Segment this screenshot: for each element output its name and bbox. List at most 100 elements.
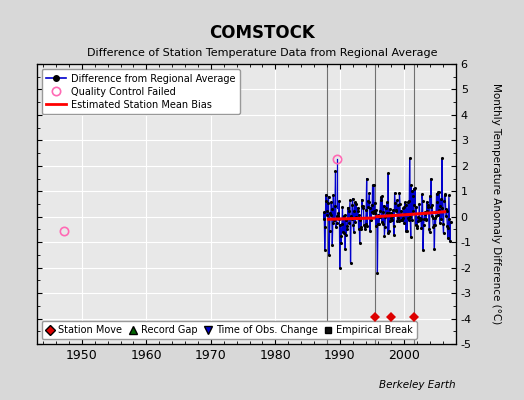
Point <box>341 212 349 218</box>
Point <box>435 220 444 226</box>
Point <box>442 213 451 220</box>
Point <box>361 223 369 230</box>
Point <box>411 185 419 191</box>
Point <box>374 212 383 218</box>
Point <box>443 223 452 230</box>
Point <box>412 204 420 210</box>
Point <box>390 190 399 196</box>
Point <box>411 222 420 229</box>
Point <box>351 219 359 225</box>
Point <box>345 220 353 226</box>
Point <box>438 205 446 211</box>
Point <box>427 204 435 210</box>
Point <box>431 215 439 221</box>
Point <box>329 192 337 198</box>
Point <box>446 219 455 225</box>
Point <box>406 155 414 161</box>
Text: Difference of Station Temperature Data from Regional Average: Difference of Station Temperature Data f… <box>87 48 437 58</box>
Point <box>399 205 407 211</box>
Point <box>406 213 414 220</box>
Point <box>368 182 377 188</box>
Point <box>330 217 338 223</box>
Point <box>408 216 416 223</box>
Point <box>390 232 398 238</box>
Point <box>373 213 381 220</box>
Point <box>325 252 333 258</box>
Point <box>419 222 428 228</box>
Point <box>340 230 348 236</box>
Point <box>446 237 454 244</box>
Point <box>370 199 379 206</box>
Point <box>335 198 343 204</box>
Point <box>380 233 389 239</box>
Point <box>391 208 400 214</box>
Point <box>428 212 436 219</box>
Point <box>326 210 334 216</box>
Point <box>422 216 430 222</box>
Point <box>353 207 362 214</box>
Point <box>378 193 386 199</box>
Point <box>325 228 334 234</box>
Point <box>334 210 342 216</box>
Point <box>364 204 373 211</box>
Point <box>409 208 417 214</box>
Point <box>376 194 385 200</box>
Point <box>323 212 331 218</box>
Point <box>407 234 415 240</box>
Point <box>440 192 449 198</box>
Point <box>362 207 370 213</box>
Point <box>423 199 431 205</box>
Point <box>369 210 377 216</box>
Point <box>343 223 351 229</box>
Point <box>364 198 372 204</box>
Point <box>381 224 389 230</box>
Point <box>433 199 441 206</box>
Point <box>422 217 431 223</box>
Point <box>369 182 378 188</box>
Point <box>337 232 346 239</box>
Point <box>342 232 351 238</box>
Point <box>437 216 445 222</box>
Point <box>320 216 328 222</box>
Point <box>327 199 335 206</box>
Point <box>326 212 335 218</box>
Point <box>375 221 383 228</box>
Point <box>359 202 368 209</box>
Point <box>333 212 342 219</box>
Point <box>386 206 394 212</box>
Point <box>412 223 421 229</box>
Point <box>371 210 379 216</box>
Point <box>391 200 399 206</box>
Point <box>403 215 412 221</box>
Point <box>410 185 418 192</box>
Point <box>383 210 391 216</box>
Point <box>443 208 451 214</box>
Point <box>395 218 403 224</box>
Point <box>354 204 362 211</box>
Point <box>362 221 370 227</box>
Point <box>402 201 411 208</box>
Point <box>444 234 452 241</box>
Point <box>420 216 428 222</box>
Point <box>397 217 406 224</box>
Point <box>368 209 376 216</box>
Point <box>401 199 409 206</box>
Point <box>353 215 361 221</box>
Point <box>389 223 398 229</box>
Point <box>436 203 444 210</box>
Point <box>429 224 438 230</box>
Point <box>396 201 404 207</box>
Point <box>441 191 449 198</box>
Point <box>418 198 427 204</box>
Point <box>339 204 347 210</box>
Point <box>328 242 336 248</box>
Point <box>417 225 425 231</box>
Point <box>389 207 397 214</box>
Point <box>365 199 373 205</box>
Point <box>426 193 434 199</box>
Point <box>392 207 400 214</box>
Point <box>419 247 427 253</box>
Point <box>438 155 446 161</box>
Point <box>415 201 423 207</box>
Point <box>381 214 390 220</box>
